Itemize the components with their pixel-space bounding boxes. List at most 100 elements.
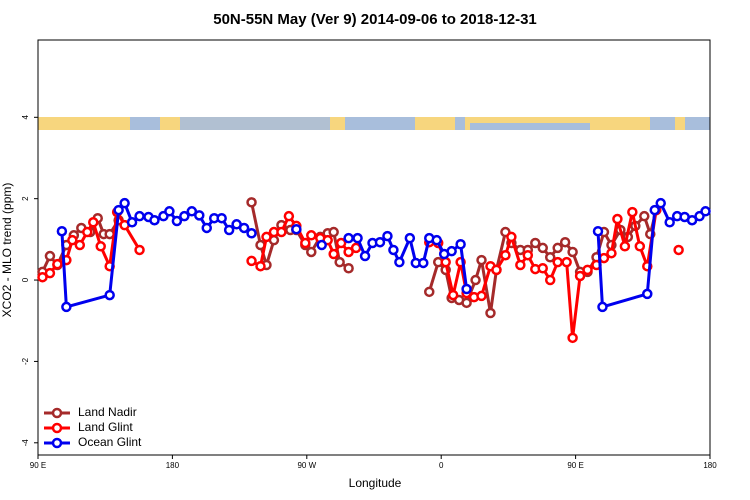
point — [194, 210, 205, 221]
legend-label: Land Glint — [78, 420, 133, 434]
point — [186, 206, 198, 217]
point — [664, 217, 675, 228]
point — [476, 290, 487, 302]
point — [582, 264, 593, 276]
point — [113, 204, 124, 216]
point — [343, 232, 354, 244]
point — [343, 263, 354, 274]
point — [328, 226, 339, 238]
x-tick-label: 90 W — [297, 461, 316, 470]
point — [700, 206, 711, 217]
point — [388, 244, 399, 256]
legend-label: Ocean Glint — [78, 435, 142, 449]
legend-marker — [51, 437, 63, 449]
point — [216, 212, 227, 224]
point — [561, 256, 572, 268]
point — [37, 271, 48, 283]
y-tick-label: 2 — [21, 196, 30, 201]
legend-marker — [51, 407, 63, 419]
point — [316, 239, 327, 251]
point — [446, 245, 457, 257]
point — [238, 222, 250, 234]
point — [592, 225, 604, 237]
point — [82, 226, 93, 238]
point — [201, 222, 212, 234]
point — [461, 283, 472, 295]
legend-label: Land Nadir — [78, 405, 137, 419]
point — [627, 206, 638, 218]
point — [461, 297, 472, 309]
point — [283, 210, 295, 222]
point — [686, 214, 698, 226]
point — [56, 225, 68, 237]
point — [506, 231, 517, 243]
y-tick-label: -2 — [21, 357, 30, 365]
point — [491, 264, 502, 276]
legend-marker — [51, 422, 63, 434]
point — [418, 257, 429, 269]
x-tick-label: 90 E — [30, 461, 46, 470]
point — [134, 210, 145, 222]
point — [44, 250, 56, 262]
point — [500, 249, 511, 261]
point — [246, 255, 257, 267]
point — [374, 236, 386, 248]
point — [574, 270, 586, 282]
point — [343, 246, 354, 258]
point — [649, 204, 660, 216]
point — [149, 214, 160, 226]
point — [537, 242, 548, 254]
point — [276, 226, 287, 238]
point — [44, 267, 56, 279]
point — [223, 224, 235, 236]
y-tick-label: 4 — [21, 115, 30, 120]
point — [424, 286, 435, 298]
x-tick-label: 0 — [439, 461, 444, 470]
y-axis-label: XCO2 - MLO trend (ppm) — [0, 183, 14, 318]
point — [88, 217, 99, 228]
land-ocean-strip — [38, 117, 710, 130]
point — [179, 210, 190, 222]
point — [306, 246, 317, 258]
point — [246, 197, 257, 208]
point — [552, 256, 563, 268]
point — [335, 237, 347, 249]
point — [639, 210, 650, 222]
point — [394, 256, 405, 268]
point — [673, 244, 684, 256]
point — [104, 289, 115, 301]
point — [559, 236, 571, 248]
point — [126, 217, 138, 228]
x-tick-label: 90 E — [567, 461, 583, 470]
point — [440, 256, 451, 268]
point — [171, 215, 183, 227]
point — [67, 234, 78, 246]
point — [431, 234, 442, 246]
point — [515, 259, 526, 271]
x-tick-label: 180 — [166, 461, 180, 470]
point — [634, 241, 646, 252]
point — [255, 260, 266, 272]
point — [95, 241, 106, 252]
point — [352, 232, 363, 244]
point — [655, 197, 666, 209]
point — [537, 263, 548, 274]
point — [261, 231, 272, 243]
point — [306, 230, 317, 241]
point — [134, 244, 145, 256]
point — [300, 237, 311, 249]
point — [476, 254, 487, 266]
point — [382, 230, 393, 242]
x-tick-label: 180 — [703, 461, 717, 470]
point — [334, 256, 345, 268]
point — [642, 288, 653, 300]
y-tick-label: 0 — [21, 277, 30, 282]
point — [606, 247, 617, 259]
point — [619, 241, 631, 252]
point — [328, 248, 339, 260]
point — [447, 289, 459, 301]
point — [52, 258, 63, 270]
point — [164, 206, 175, 217]
